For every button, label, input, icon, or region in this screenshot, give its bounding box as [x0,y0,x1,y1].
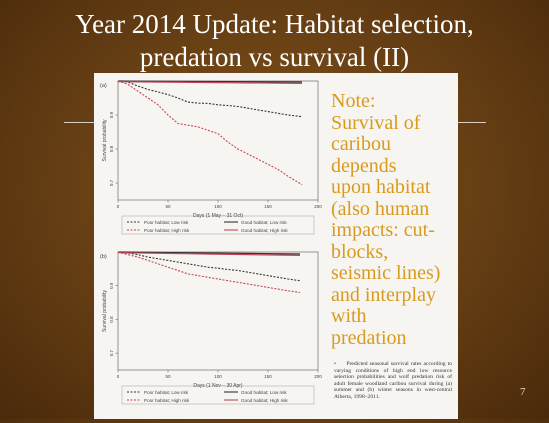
plot-frame [117,80,319,201]
figure-caption: • Predicted seasonal survival rates acco… [334,361,452,401]
x-tick-label: 100 [214,204,222,209]
y-axis-label: Survival probability [102,290,108,332]
legend-label: Good habitat; Low risk [241,390,287,395]
figure-panel: (a) 0 50 100 150 200 0.7 0.8 0.9 Days (1 May – 31… [94,73,458,419]
series-line [117,80,303,83]
legend-label: Poor habitat; Low risk [144,390,189,395]
note-line: Survival of [331,111,421,134]
legend-label: Poor habitat; High risk [144,398,190,403]
note-line: blocks, [331,240,389,263]
y-tick-label: 0.8 [109,316,114,323]
y-tick-label: 0.9 [109,282,114,289]
x-tick-label: 150 [264,204,272,209]
legend-label: Poor habitat; Low risk [144,220,189,225]
y-tick-label: 0.9 [109,111,114,118]
series-line [117,251,301,282]
panel-label: (a) [100,83,107,89]
note-line: depends [331,154,397,177]
series-line [117,251,301,255]
note-line: predation [331,326,407,349]
series-line [117,251,301,294]
note-line: Note: [331,90,376,112]
note-line: and interplay [331,283,436,306]
x-tick-label: 0 [117,374,120,379]
series-line [117,81,303,84]
x-tick-label: 0 [117,204,120,209]
title-rule-right [458,122,486,123]
caption-bullet: • [334,361,336,367]
series-line [117,252,301,256]
plot-frame [117,251,319,371]
x-tick-label: 200 [314,204,322,209]
legend-label: Good habitat; High risk [241,398,288,403]
caption-text: Predicted seasonal survival rates accord… [334,361,452,400]
x-tick-label: 50 [165,374,171,379]
y-tick-label: 0.7 [109,350,114,357]
note-line: impacts: cut- [331,219,435,241]
note-line: with [331,305,367,327]
series-line [117,80,303,186]
y-tick-label: 0.8 [109,145,114,152]
y-tick-label: 0.7 [109,179,114,186]
slide-title: Year 2014 Update: Habitat selection, pre… [0,8,549,74]
x-tick-label: 200 [314,374,322,379]
series-line [117,80,303,118]
slide-title-line-1: Year 2014 Update: Habitat selection, [75,9,474,39]
x-tick-label: 100 [214,374,222,379]
y-axis-label: Survival probability [102,119,108,161]
legend-box [121,385,315,405]
x-tick-label: 150 [264,374,272,379]
legend-label: Good habitat; Low risk [241,220,287,225]
slide-title-line-2: predation vs survival (II) [139,42,410,72]
note-line: upon habitat [331,176,431,198]
title-rule-left [64,122,96,123]
legend-box [121,215,315,235]
x-tick-label: 50 [165,204,171,209]
note-line: (also human [331,197,430,220]
legend-label: Good habitat; High risk [241,228,288,233]
panel-label: (b) [100,254,107,260]
note-line: caribou [331,133,391,155]
page-number: 7 [520,386,526,398]
legend-label: Poor habitat; High risk [144,228,190,233]
note-text: Note: Survival of caribou depends upon h… [331,90,456,349]
note-line: seismic lines) [331,262,441,284]
